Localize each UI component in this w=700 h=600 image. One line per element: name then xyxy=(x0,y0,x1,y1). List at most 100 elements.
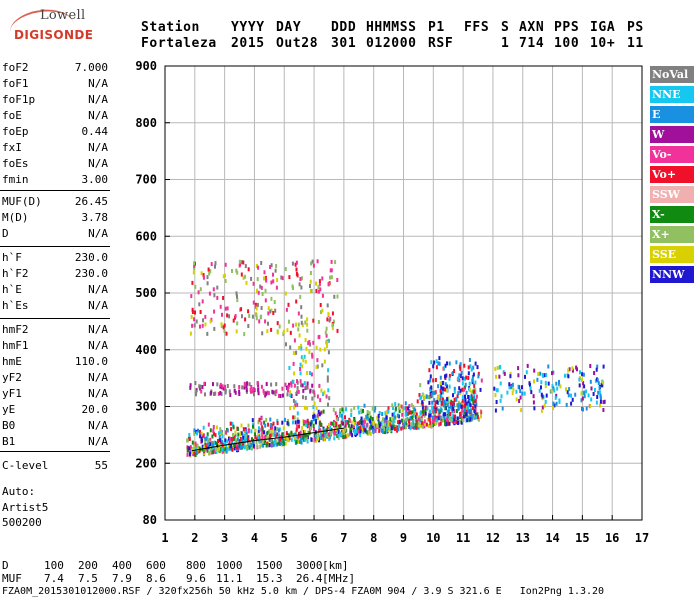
echo-point xyxy=(203,381,206,386)
echo-point xyxy=(188,433,191,437)
echo-point xyxy=(430,392,433,397)
echo-point xyxy=(434,404,437,408)
echo-point xyxy=(317,320,320,324)
echo-point xyxy=(303,354,306,359)
echo-point xyxy=(503,371,506,376)
echo-point xyxy=(599,396,602,401)
logo-lowell: Lowell xyxy=(40,8,86,23)
echo-point xyxy=(252,281,255,286)
echo-point xyxy=(336,328,339,333)
echo-point xyxy=(470,390,473,395)
echo-point xyxy=(334,411,337,416)
echo-point xyxy=(304,320,307,325)
echo-point xyxy=(328,338,330,343)
echo-point xyxy=(401,412,404,417)
echo-point xyxy=(312,405,315,410)
echo-point xyxy=(304,430,307,434)
echo-point xyxy=(263,430,266,435)
echo-point xyxy=(359,433,362,437)
echo-point xyxy=(221,384,224,389)
param-row: h`E N/A xyxy=(2,283,108,299)
echo-point xyxy=(408,425,411,429)
echo-point xyxy=(321,293,324,298)
echo-point xyxy=(312,340,315,345)
echo-point xyxy=(394,426,396,431)
header-value-11: 11 xyxy=(627,36,644,51)
echo-point xyxy=(566,390,569,395)
echo-point xyxy=(369,415,372,420)
echo-point xyxy=(380,421,383,426)
echo-point xyxy=(248,314,251,318)
echo-point xyxy=(260,427,263,432)
echo-point xyxy=(309,271,312,275)
echo-point xyxy=(232,318,235,323)
echo-point xyxy=(519,389,522,394)
echo-point xyxy=(284,441,287,446)
echo-point xyxy=(242,260,245,265)
echo-point xyxy=(345,421,348,426)
echo-point xyxy=(598,386,601,390)
echo-point xyxy=(272,279,275,284)
echo-point xyxy=(243,274,246,279)
echo-point xyxy=(297,434,300,439)
echo-point xyxy=(521,391,524,396)
echo-point xyxy=(261,430,264,435)
header-label-4: HHMMSS xyxy=(366,20,417,35)
echo-point xyxy=(372,419,375,424)
param-name: foF1 xyxy=(2,77,29,90)
echo-point xyxy=(319,347,322,352)
echo-point xyxy=(264,423,267,428)
echo-point xyxy=(441,381,444,385)
echo-point xyxy=(234,314,237,319)
echo-point xyxy=(466,412,469,417)
echo-point xyxy=(344,423,347,428)
echo-point xyxy=(445,384,448,389)
echo-point xyxy=(314,434,317,439)
echo-point xyxy=(308,350,311,355)
echo-point xyxy=(466,418,469,423)
echo-point xyxy=(307,430,310,435)
echo-point xyxy=(429,421,432,426)
echo-point xyxy=(245,434,248,439)
echo-point xyxy=(257,290,260,295)
echo-point xyxy=(420,395,423,400)
echo-point xyxy=(228,436,230,441)
echo-point xyxy=(433,411,436,416)
echo-point xyxy=(292,351,295,356)
echo-point xyxy=(255,437,258,442)
echo-point xyxy=(444,412,447,417)
echo-point xyxy=(224,384,226,389)
echo-point xyxy=(229,436,232,441)
echo-point xyxy=(193,323,196,328)
echo-point xyxy=(350,424,353,429)
echo-point xyxy=(252,443,255,448)
header-label-11: PS xyxy=(627,20,644,35)
y-tick-label: 700 xyxy=(135,173,157,187)
echo-point xyxy=(429,374,432,379)
echo-point xyxy=(194,441,197,446)
echo-point xyxy=(289,390,291,395)
echo-point xyxy=(372,430,375,435)
echo-point xyxy=(245,444,248,449)
echo-point xyxy=(223,328,226,333)
echo-point xyxy=(446,421,449,426)
echo-point xyxy=(235,442,238,447)
echo-point xyxy=(279,437,282,442)
echo-point xyxy=(240,307,243,312)
echo-point xyxy=(221,442,224,447)
echo-point xyxy=(199,429,201,434)
echo-point xyxy=(339,432,342,437)
echo-point xyxy=(595,367,598,372)
echo-point xyxy=(204,392,206,397)
echo-point xyxy=(217,391,220,396)
echo-point xyxy=(302,395,304,400)
echo-point xyxy=(331,323,334,328)
echo-point xyxy=(437,384,440,389)
echo-point xyxy=(212,431,215,436)
echo-point xyxy=(452,407,455,411)
param-name: foEp xyxy=(2,125,29,138)
echo-point xyxy=(599,399,602,404)
echo-point xyxy=(572,368,574,373)
echo-point xyxy=(435,359,438,364)
echo-point xyxy=(392,406,394,410)
